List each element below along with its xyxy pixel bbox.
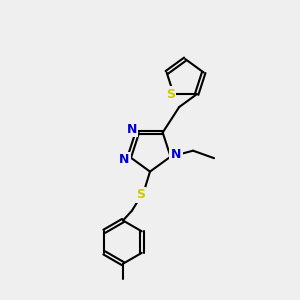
Text: S: S bbox=[136, 188, 145, 201]
Text: N: N bbox=[171, 148, 181, 161]
Text: N: N bbox=[119, 153, 129, 166]
Text: N: N bbox=[127, 123, 137, 136]
Text: S: S bbox=[166, 88, 175, 101]
